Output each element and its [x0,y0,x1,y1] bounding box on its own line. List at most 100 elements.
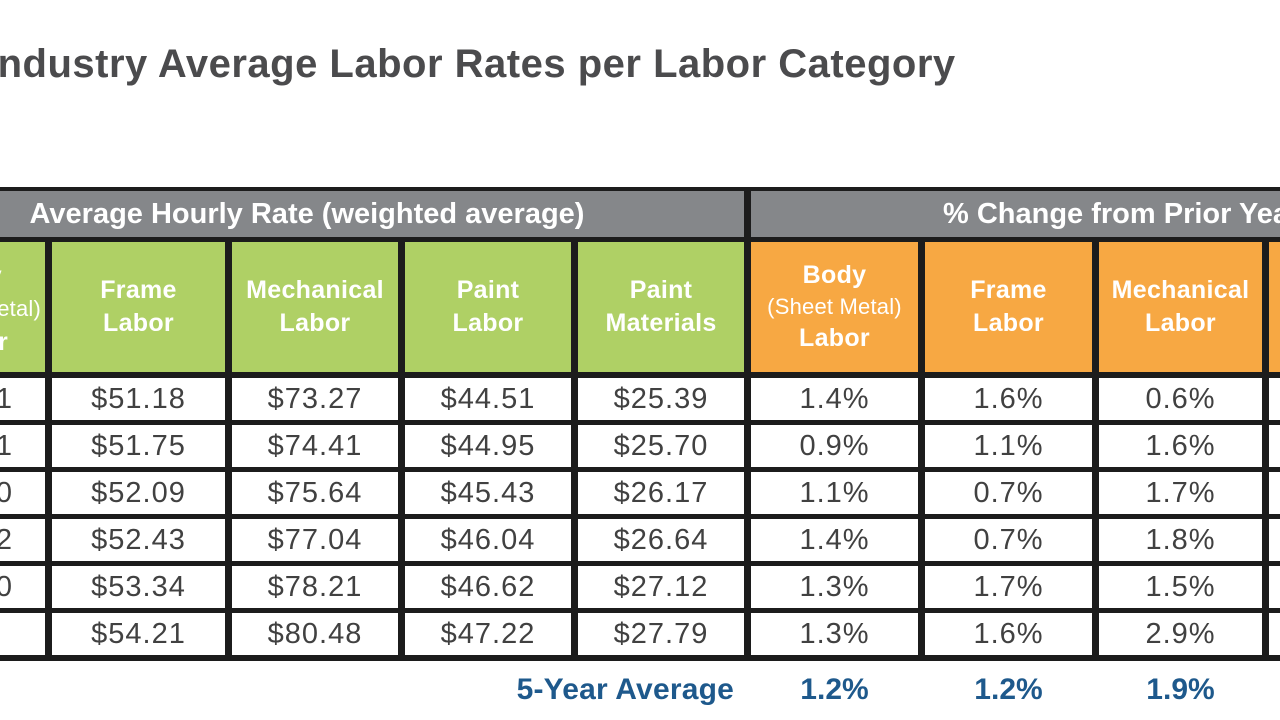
col-header-line: Body [802,261,867,290]
col-header-mechanical-labor-pct: Mechanical Labor [1099,242,1262,372]
pct-cell: 1.3% [751,566,918,608]
rate-cell-cut: 2 [0,519,45,561]
rate-cell: $46.04 [405,519,571,561]
col-header-line: Labor [973,309,1044,337]
table-row: 0 $52.09 $75.64 $45.43 $26.17 1.1% 0.7% … [0,472,1280,514]
band-pct-change-prior-year: % Change from Prior Year [751,191,1280,237]
rate-cell: $52.43 [52,519,225,561]
col-header-line: Labor [452,309,524,337]
pct-cell: 1.7% [925,566,1092,608]
rate-cell: $77.04 [232,519,398,561]
pct-cell: 1.3% [751,613,918,655]
rate-cell: $27.12 [578,566,744,608]
pct-cell: 0.9% [751,425,918,467]
rate-cell: $51.18 [52,378,225,420]
pct-cell: 1.5% [1099,566,1262,608]
rate-cell: $75.64 [232,472,398,514]
table-row: 1 $51.75 $74.41 $44.95 $25.70 0.9% 1.1% … [0,425,1280,467]
rate-cell: $45.43 [405,472,571,514]
page-title: Industry Average Labor Rates per Labor C… [0,42,956,86]
rate-cell: $53.34 [52,566,225,608]
col-header-line: Frame [100,276,177,304]
rate-cell: $44.95 [405,425,571,467]
five-year-average-value: 1.2% [974,673,1043,706]
rate-cell-cut: 1 [0,425,45,467]
col-header-line: Frame [970,276,1047,304]
col-header-line: Body [0,260,2,293]
five-year-average-value: 1.9% [1146,673,1215,706]
col-header-line: Materials [605,309,717,337]
labor-rates-table: Average Hourly Rate (weighted average) %… [0,187,1280,661]
col-header-line: Labor [103,309,174,337]
rate-cell: $44.51 [405,378,571,420]
pct-cell: 1.8% [1099,519,1262,561]
pct-cell-cut [1269,566,1280,608]
pct-cell: 1.6% [925,613,1092,655]
pct-cell-cut [1269,519,1280,561]
cut-value-fragment [0,613,13,655]
pct-cell: 1.1% [751,472,918,514]
col-header-frame-labor-pct: Frame Labor [925,242,1092,372]
pct-cell-cut [1269,613,1280,655]
pct-cell: 0.7% [925,472,1092,514]
five-year-average-row: 5-Year Average 1.2% 1.2% 1.9% [0,661,1280,720]
cut-value-fragment: 1 [0,429,13,462]
table-bottom-border [0,655,1280,661]
cut-value-fragment: 1 [0,382,13,415]
rate-cell: $78.21 [232,566,398,608]
rate-cell: $25.70 [578,425,744,467]
col-header-line: Mechanical [246,276,384,304]
col-header-line: Labor [1145,309,1216,337]
rate-cell-cut: 0 [0,472,45,514]
rate-cell: $74.41 [232,425,398,467]
table-row: 2 $52.43 $77.04 $46.04 $26.64 1.4% 0.7% … [0,519,1280,561]
rate-cell-cut: 0 [0,566,45,608]
pct-cell: 1.4% [751,378,918,420]
rate-cell: $25.39 [578,378,744,420]
rate-cell: $51.75 [52,425,225,467]
rate-cell-cut [0,613,45,655]
pct-cell: 1.1% [925,425,1092,467]
five-year-average-label: 5-Year Average [516,673,734,706]
col-header-body-sheet-metal-labor-pct: Body (Sheet Metal) Labor [751,242,918,372]
col-header-line: Paint [456,276,520,304]
col-header-paint-labor-rate: Paint Labor [405,242,571,372]
pct-cell-cut [1269,378,1280,420]
col-header-cut-right [1269,242,1280,372]
rate-cell: $54.21 [52,613,225,655]
pct-cell-cut [1269,472,1280,514]
pct-cell: 1.6% [925,378,1092,420]
table-row: 0 $53.34 $78.21 $46.62 $27.12 1.3% 1.7% … [0,566,1280,608]
col-header-paint-materials-rate: Paint Materials [578,242,744,372]
col-header-line: Labor [279,309,351,337]
band-average-hourly-rate: Average Hourly Rate (weighted average) [0,191,744,237]
cut-value-fragment: 2 [0,523,13,556]
col-header-body-sheet-metal-labor-rate: Body (Sheet Metal) Labor [0,242,45,372]
rate-cell-cut: 1 [0,378,45,420]
pct-cell: 2.9% [1099,613,1262,655]
rate-cell: $80.48 [232,613,398,655]
cut-value-fragment: 0 [0,570,13,603]
rate-cell: $52.09 [52,472,225,514]
rate-cell: $46.62 [405,566,571,608]
rate-cell: $27.79 [578,613,744,655]
col-header-mechanical-labor-rate: Mechanical Labor [232,242,398,372]
rate-cell: $26.64 [578,519,744,561]
rate-cell: $73.27 [232,378,398,420]
col-header-line: (Sheet Metal) [767,294,902,320]
pct-cell: 1.4% [751,519,918,561]
five-year-average-value: 1.2% [800,673,869,706]
col-header-line: (Sheet Metal) [0,296,41,321]
col-header-line: Labor [0,328,8,356]
table-row: $54.21 $80.48 $47.22 $27.79 1.3% 1.6% 2.… [0,613,1280,655]
pct-cell: 1.7% [1099,472,1262,514]
table-row: 1 $51.18 $73.27 $44.51 $25.39 1.4% 1.6% … [0,378,1280,420]
pct-cell-cut [1269,425,1280,467]
col-header-line: Mechanical [1111,276,1250,304]
pct-cell: 0.6% [1099,378,1262,420]
col-header-line: Paint [629,276,693,304]
col-header-frame-labor-rate: Frame Labor [52,242,225,372]
cut-value-fragment: 0 [0,476,13,509]
pct-cell: 1.6% [1099,425,1262,467]
